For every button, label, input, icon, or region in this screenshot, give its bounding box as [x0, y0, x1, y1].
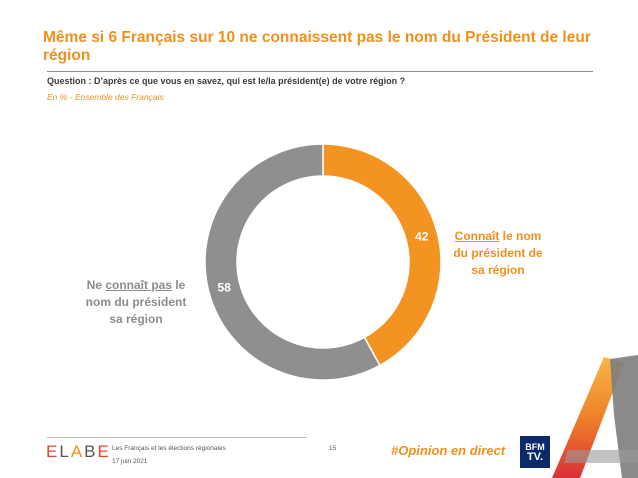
survey-basis: En % - Ensemble des Français	[47, 92, 164, 102]
label-knows-line2: du président de	[453, 246, 543, 260]
footer-date: 17 juin 2021	[112, 458, 148, 465]
label-knows-rest: le nom	[499, 229, 542, 243]
page-number: 15	[329, 445, 337, 452]
label-knows-line3: sa région	[471, 263, 525, 277]
survey-question: Question : D’après ce que vous en savez,…	[47, 76, 406, 86]
footer-divider	[47, 437, 307, 438]
label-notknows-underlined: connaît pas	[105, 278, 173, 292]
label-notknows-line2: nom du président	[85, 295, 187, 309]
elabe-a-logo-icon	[552, 355, 638, 478]
slice-not-knows-value: 58	[218, 280, 232, 294]
slice-knows	[322, 143, 442, 367]
label-not-knows-name: Ne connaît pas le nom du président sa ré…	[74, 277, 198, 328]
slice-knows-value: 42	[415, 230, 429, 244]
hashtag-label: #Opinion en direct	[391, 443, 506, 458]
label-notknows-prefix: Ne	[86, 278, 106, 292]
footer-study-title: Les Français et les élections régionales	[112, 445, 226, 452]
label-notknows-suffix: le	[172, 278, 186, 292]
slice-not-knows	[204, 143, 381, 381]
label-knows-name: Connaît le nom du président de sa région	[448, 228, 548, 279]
page-title: Même si 6 Français sur 10 ne connaissent…	[43, 29, 591, 64]
label-knows-underlined: Connaît	[454, 229, 500, 243]
elabe-logo: ELABE	[46, 442, 111, 461]
bfmtv-logo: BFM TV.	[520, 436, 550, 468]
header-divider	[47, 71, 593, 72]
label-notknows-line3: sa région	[109, 312, 163, 326]
